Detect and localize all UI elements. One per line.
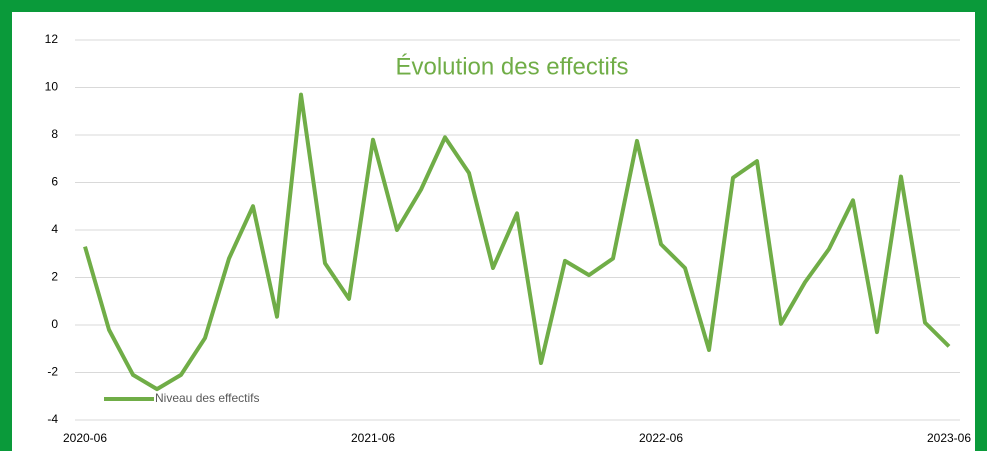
y-tick-label: 12 — [45, 32, 59, 46]
x-tick-label: 2021-06 — [351, 431, 395, 445]
y-tick-label: -4 — [47, 412, 58, 426]
y-tick-label: 2 — [51, 270, 58, 284]
x-tick-label: 2022-06 — [639, 431, 683, 445]
x-tick-label: 2020-06 — [63, 431, 107, 445]
y-tick-label: 10 — [45, 80, 59, 94]
y-tick-label: 4 — [51, 222, 58, 236]
chart-title: Évolution des effectifs — [395, 53, 628, 80]
chart: Évolution des effectifs -4 -2 0 2 4 6 8 10 12 202… — [12, 12, 975, 451]
x-tick-label: 2023-06 — [927, 431, 971, 445]
series-line — [83, 92, 951, 392]
y-tick-label: 8 — [51, 127, 58, 141]
y-tick-label: 6 — [51, 175, 58, 189]
y-tick-label: 0 — [51, 317, 58, 331]
y-tick-label: -2 — [47, 365, 58, 379]
legend-label: Niveau des effectifs — [155, 391, 260, 405]
